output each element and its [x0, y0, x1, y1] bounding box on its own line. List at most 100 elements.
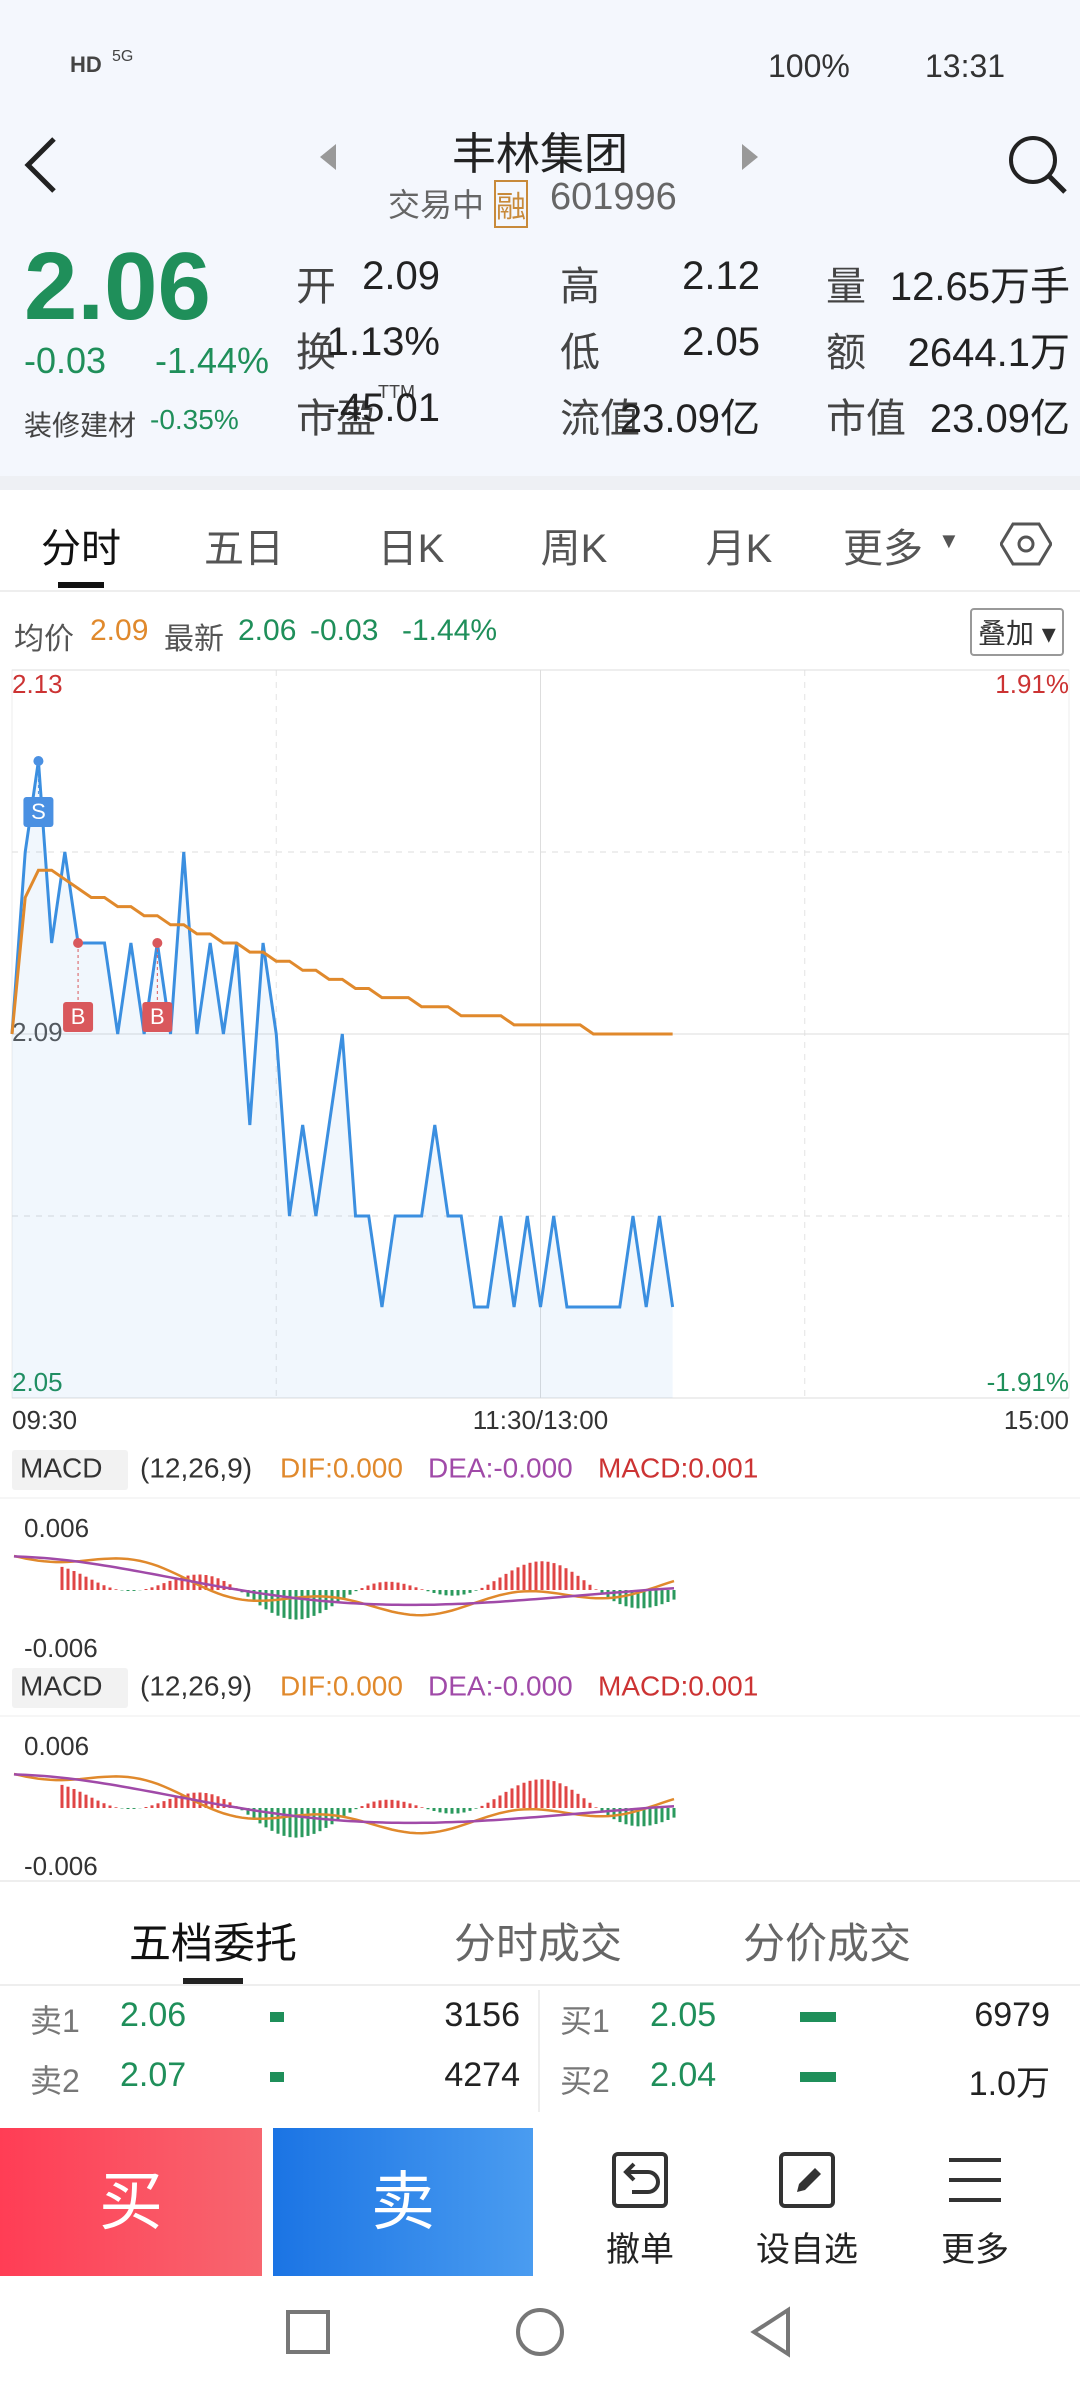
- macd-select: [12, 1450, 128, 1490]
- field-label: 低: [560, 331, 600, 375]
- dif-line: [13, 1554, 675, 1617]
- search-button[interactable]: [1005, 132, 1069, 196]
- order-volume: 1.0万: [968, 2065, 1050, 2103]
- field-value: 2644.1万: [907, 331, 1070, 375]
- field-label: 换: [296, 331, 336, 375]
- prev-stock[interactable]: [318, 142, 338, 172]
- order-price: 2.05: [650, 1996, 717, 2034]
- divider: [538, 1990, 540, 2130]
- field-label: 额: [826, 331, 866, 375]
- macd-name: MACD: [20, 1670, 102, 1701]
- divider: [0, 590, 1080, 592]
- series-line: [10, 868, 673, 1036]
- chart-tab[interactable]: 周K: [540, 527, 608, 571]
- cancel-icon: [612, 2152, 668, 2208]
- order-tab[interactable]: 分时成交: [453, 1920, 622, 1967]
- y-tick-label: 2.09: [12, 1017, 63, 1047]
- x-tick-label: 11:30/13:00: [473, 1405, 608, 1435]
- macd-panel: MACD (12,26,9) DIF:0.000 DEA:-0.000 MACD:0.0…: [0, 1450, 1080, 1663]
- field-value: 23.09亿: [929, 397, 1070, 441]
- settings-button[interactable]: [1000, 520, 1052, 568]
- avg-label: 均价: [14, 623, 74, 656]
- macd-params: (12,26,9): [140, 1670, 252, 1701]
- status-battery: 100%: [768, 48, 850, 84]
- nav-bar: [0, 2280, 1080, 2388]
- more-arrow: ▼: [938, 528, 960, 553]
- order-level: 买1: [560, 2003, 610, 2039]
- tab-underline: [58, 582, 104, 588]
- marker-box: [142, 1002, 173, 1032]
- order-mask: [0, 2112, 1080, 2128]
- tab-underline: [183, 1978, 243, 1984]
- y-tick-label: 2.13: [12, 669, 63, 699]
- macd-name: MACD: [20, 1452, 102, 1483]
- field-label: 量: [826, 265, 866, 309]
- field-value: -45.01: [326, 386, 440, 430]
- divider: [0, 1880, 1080, 1882]
- chart-tab[interactable]: 日K: [377, 527, 445, 571]
- field-label: 开: [296, 265, 336, 309]
- dea-line: [13, 1555, 675, 1607]
- field-value: 2.05: [682, 320, 760, 364]
- chart-tab[interactable]: 月K: [705, 527, 773, 571]
- macd-select: [12, 1668, 128, 1708]
- order-price: 2.04: [650, 2056, 717, 2094]
- last-label: 最新: [164, 623, 224, 656]
- order-price: 2.06: [120, 1996, 187, 2034]
- order-price: 2.07: [120, 2056, 187, 2094]
- order-volume: 4274: [444, 2056, 520, 2094]
- stock-name: 丰林集团: [452, 130, 628, 179]
- order-tab[interactable]: 五档委托: [128, 1920, 297, 1967]
- chart-tab[interactable]: 更多: [843, 527, 923, 571]
- price: 2.06: [24, 233, 211, 340]
- dif-line: [13, 1772, 675, 1835]
- macd-dea: DEA:-0.000: [428, 1670, 573, 1701]
- macd-dif: DIF:0.000: [280, 1452, 403, 1483]
- chart-tab[interactable]: 五日: [204, 527, 284, 571]
- order-bar: [800, 2072, 836, 2082]
- order-bar: [270, 2072, 284, 2082]
- marker-box: [23, 797, 54, 827]
- separator: [0, 476, 1080, 490]
- divider: [0, 1984, 1080, 1986]
- macd-dif: DIF:0.000: [280, 1670, 403, 1701]
- field-value: 12.65万手: [889, 265, 1070, 309]
- sector-change: -0.35%: [150, 404, 239, 435]
- status-5g: 5G: [112, 48, 134, 65]
- trade-status: 交易中: [388, 187, 485, 223]
- field-value: 23.09亿: [619, 397, 760, 441]
- chart: 2.13 2.09 2.05 1.91% -1.91% 09:30 11:30/13:00 1…: [0, 669, 1080, 1881]
- buy-button[interactable]: 买: [0, 2128, 262, 2276]
- order-tab[interactable]: 分价成交: [742, 1920, 911, 1967]
- y2-tick-label: -1.91%: [987, 1367, 1069, 1397]
- marker-label: B: [150, 1004, 165, 1029]
- watchlist-icon: [779, 2152, 835, 2208]
- back-button[interactable]: [20, 135, 60, 195]
- change-pct: -1.44%: [155, 340, 270, 381]
- toolbar-action[interactable]: 更多: [941, 2231, 1009, 2269]
- overlay-button[interactable]: 叠加 ▾: [970, 608, 1064, 656]
- toolbar-action[interactable]: 设自选: [756, 2231, 858, 2269]
- order-level: 卖1: [30, 2003, 80, 2039]
- change: -0.03: [24, 340, 107, 381]
- field-suffix: TTM: [378, 382, 415, 402]
- toolbar-action[interactable]: 撤单: [606, 2231, 674, 2269]
- header-bg: [0, 0, 1080, 480]
- order-bar: [800, 2012, 836, 2022]
- field-label: 高: [560, 265, 600, 309]
- price-area: [12, 761, 673, 1398]
- nav-buttons[interactable]: [280, 2300, 820, 2370]
- macd-min: -0.006: [24, 1633, 98, 1663]
- field-label: 市盈: [296, 397, 376, 441]
- y2-tick-label: 1.91%: [995, 669, 1069, 699]
- order-volume: 6979: [974, 1996, 1050, 2034]
- order-bar: [270, 2012, 284, 2022]
- chart-tab[interactable]: 分时: [41, 527, 121, 571]
- series-line: [10, 760, 675, 1309]
- field-label: 市值: [826, 397, 906, 441]
- sell-button[interactable]: 卖: [273, 2128, 533, 2276]
- field-value: 2.12: [682, 254, 760, 298]
- next-stock[interactable]: [740, 142, 760, 172]
- macd-dea: DEA:-0.000: [428, 1452, 573, 1483]
